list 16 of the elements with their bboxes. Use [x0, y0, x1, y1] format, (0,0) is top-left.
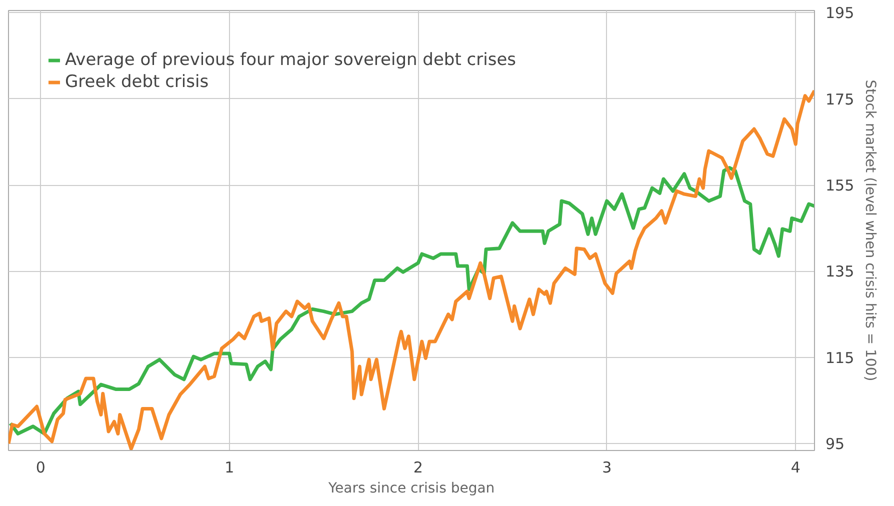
x-tick-label: 4 — [790, 458, 800, 476]
x-tick-label: 0 — [36, 458, 46, 476]
y-tick-label: 135 — [826, 262, 854, 281]
y-tick-label: 155 — [826, 176, 854, 195]
x-tick-label: 3 — [602, 458, 612, 476]
x-tick-label: 1 — [224, 458, 234, 476]
y-tick-label: 175 — [826, 90, 854, 108]
x-tick-label: 2 — [413, 458, 423, 476]
y-tick-label: 195 — [826, 4, 854, 22]
legend-label: Average of previous four major sovereign debt crises — [65, 50, 516, 70]
line-series — [8, 166, 814, 436]
y-axis-title: Stock market (level when crisis hits = 100) — [862, 80, 878, 382]
y-tick-label: 115 — [826, 348, 854, 367]
y-tick-label: 95 — [826, 435, 845, 454]
legend-label: Greek debt crisis — [65, 72, 209, 92]
x-axis-title: Years since crisis began — [327, 480, 495, 496]
